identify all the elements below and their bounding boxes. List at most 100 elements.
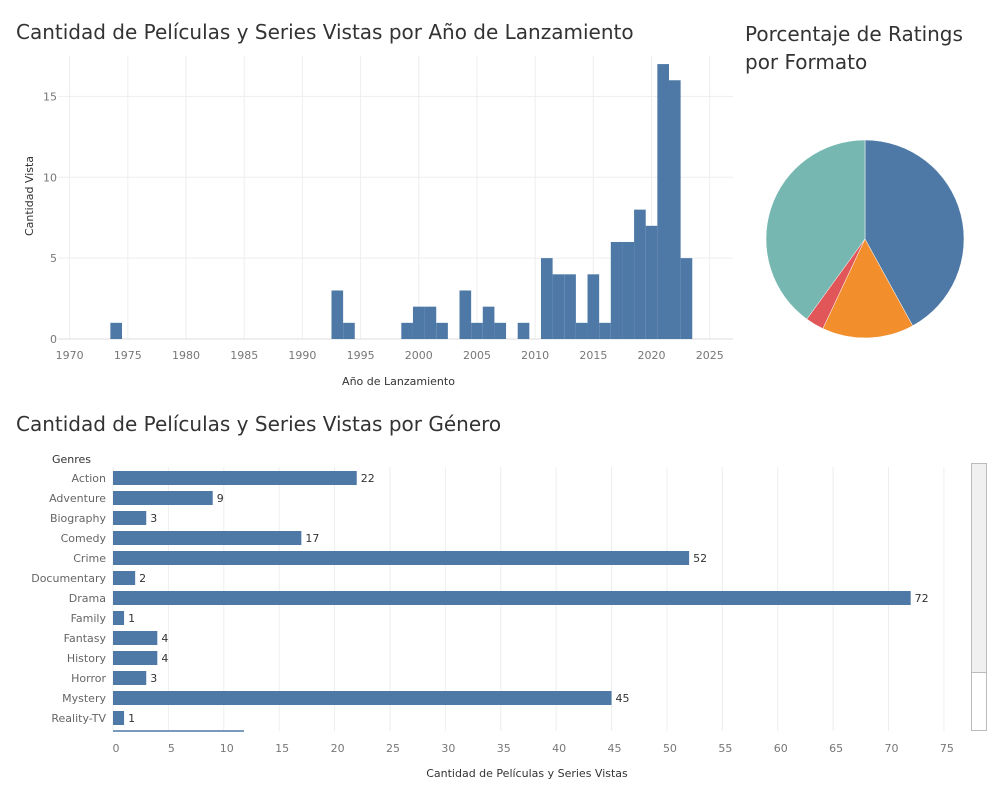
data-label: 52: [693, 552, 707, 565]
data-label: 4: [161, 652, 168, 665]
x-tick-label: 65: [829, 742, 843, 755]
x-tick-label: 25: [386, 742, 400, 755]
data-label: 1: [128, 712, 135, 725]
category-label: Crime: [73, 552, 106, 565]
year-bar: [412, 306, 425, 339]
x-tick-label: 30: [441, 742, 455, 755]
category-label: Comedy: [61, 532, 107, 545]
year-bar: [459, 290, 472, 339]
year-bar: [610, 241, 623, 339]
y-tick-label: 10: [43, 171, 57, 184]
x-tick-label: 50: [663, 742, 677, 755]
year-bar: [599, 322, 611, 339]
genre-bar: [113, 591, 911, 605]
y-axis-title: Genres: [52, 453, 91, 466]
year-bar: [331, 290, 344, 339]
data-label: 22: [361, 472, 375, 485]
category-label: History: [67, 652, 107, 665]
genre-bar: [113, 551, 690, 565]
x-tick-label: 5: [168, 742, 175, 755]
x-tick-label: 60: [774, 742, 788, 755]
genre-bar: [113, 671, 147, 685]
x-tick-label: 40: [552, 742, 566, 755]
y-tick-label: 0: [50, 333, 57, 346]
genre-scrollbar-thumb[interactable]: [972, 464, 986, 673]
genre-bar: [113, 611, 125, 625]
year-bar: [494, 322, 507, 339]
year-bar: [657, 64, 669, 339]
year-bar: [680, 258, 693, 339]
year-bar: [668, 80, 681, 339]
pie-slice: [822, 238, 914, 339]
pie-chart-title: Porcentaje de Ratings por Formato: [745, 22, 963, 74]
y-axis-title: Cantidad Vista: [23, 156, 36, 236]
genre-bar: [113, 631, 158, 645]
year-bar: [622, 241, 635, 339]
genre-bar: [113, 691, 612, 705]
category-label: Mystery: [62, 692, 106, 705]
x-tick-label: 1995: [347, 349, 375, 362]
x-tick-label: 2010: [521, 349, 549, 362]
x-tick-label: 35: [497, 742, 511, 755]
x-tick-label: 10: [220, 742, 234, 755]
genre-scrollbar[interactable]: [971, 463, 987, 731]
genre-bar: [113, 531, 302, 545]
category-label: Horror: [71, 672, 106, 685]
year-bar: [552, 274, 565, 339]
genre-chart-title: Cantidad de Películas y Series Vistas po…: [16, 412, 502, 436]
category-label: Documentary: [31, 572, 106, 585]
year-bar: [575, 322, 588, 339]
x-tick-label: 1990: [288, 349, 316, 362]
data-label: 1: [128, 612, 135, 625]
category-label: Fantasy: [64, 632, 107, 645]
genre-bar: [113, 471, 357, 485]
x-tick-label: 0: [113, 742, 120, 755]
category-label: Drama: [69, 592, 106, 605]
x-tick-label: 70: [885, 742, 899, 755]
data-label: 9: [217, 492, 224, 505]
pie-slice: [864, 139, 965, 327]
data-label: 72: [915, 592, 929, 605]
x-tick-label: 15: [275, 742, 289, 755]
year-bar: [401, 322, 413, 339]
y-tick-label: 5: [50, 252, 57, 265]
data-label: 2: [139, 572, 146, 585]
year-bar: [540, 258, 553, 339]
x-tick-label: 2020: [638, 349, 666, 362]
data-label: 45: [616, 692, 630, 705]
year-bar: [471, 322, 483, 339]
x-tick-label: 2000: [405, 349, 433, 362]
category-label: Reality-TV: [51, 712, 106, 725]
pie-slice: [765, 139, 866, 320]
x-tick-label: 20: [331, 742, 345, 755]
year-bar: [587, 274, 600, 339]
data-label: 17: [305, 532, 319, 545]
category-label: Biography: [50, 512, 107, 525]
x-axis-title: Año de Lanzamiento: [342, 375, 455, 388]
year-bar: [424, 306, 437, 339]
category-label: Adventure: [49, 492, 106, 505]
y-tick-label: 15: [43, 90, 57, 103]
year-chart-title: Cantidad de Películas y Series Vistas po…: [16, 20, 634, 44]
year-bar: [343, 322, 355, 339]
year-bar: [645, 225, 658, 339]
year-bar: [564, 274, 576, 339]
x-tick-label: 2025: [696, 349, 724, 362]
x-tick-label: 1980: [172, 349, 200, 362]
x-tick-label: 75: [940, 742, 954, 755]
data-label: 3: [150, 512, 157, 525]
data-label: 4: [161, 632, 168, 645]
pie-chart: [765, 139, 965, 339]
genre-bar: [113, 511, 147, 525]
year-bar: [110, 322, 123, 339]
x-tick-label: 1985: [230, 349, 258, 362]
data-label: 3: [150, 672, 157, 685]
genre-bar: [113, 571, 136, 585]
x-tick-label: 45: [608, 742, 622, 755]
x-tick-label: 1975: [114, 349, 142, 362]
x-tick-label: 2015: [579, 349, 607, 362]
genre-bar: [113, 651, 158, 665]
year-chart: 1970 1975 1980 1985 1990 1995 2000 2005 2010 2015…: [23, 56, 733, 388]
x-tick-label: 1970: [56, 349, 84, 362]
